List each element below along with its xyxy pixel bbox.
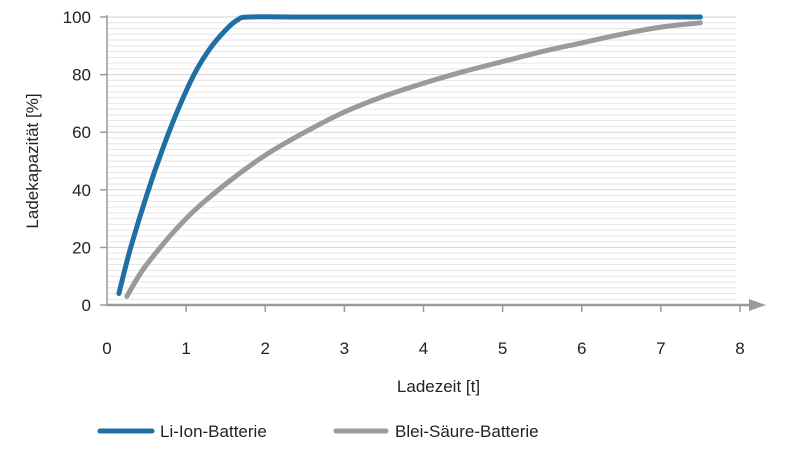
y-tick-label: 40 (72, 181, 91, 200)
legend-label-li-ion: Li-Ion-Batterie (160, 422, 267, 441)
y-tick-label: 60 (72, 123, 91, 142)
x-tick-label: 0 (102, 339, 111, 358)
axes (106, 15, 766, 311)
y-tick-label: 100 (63, 8, 91, 27)
x-axis-arrowhead (749, 299, 766, 311)
x-tick-label: 4 (419, 339, 428, 358)
legend-label-blei-saeure: Blei-Säure-Batterie (395, 422, 539, 441)
y-tick-label: 20 (72, 238, 91, 257)
x-tick-label: 7 (656, 339, 665, 358)
y-tick-label: 80 (72, 66, 91, 85)
series-line-li-ion (116, 14, 703, 296)
x-tick-label: 8 (735, 339, 744, 358)
y-tick-label: 0 (82, 296, 91, 315)
x-tick-label: 5 (498, 339, 507, 358)
legend: Li-Ion-Batterie Blei-Säure-Batterie (97, 422, 539, 441)
series-line-blei-saeure (124, 20, 703, 299)
x-tick-label: 2 (261, 339, 270, 358)
x-tick-label: 1 (181, 339, 190, 358)
x-tick-label: 3 (340, 339, 349, 358)
y-axis-title: Ladekapazität [%] (23, 93, 42, 228)
series (116, 14, 703, 299)
x-axis-title: Ladezeit [t] (397, 377, 480, 396)
x-tick-label: 6 (577, 339, 586, 358)
